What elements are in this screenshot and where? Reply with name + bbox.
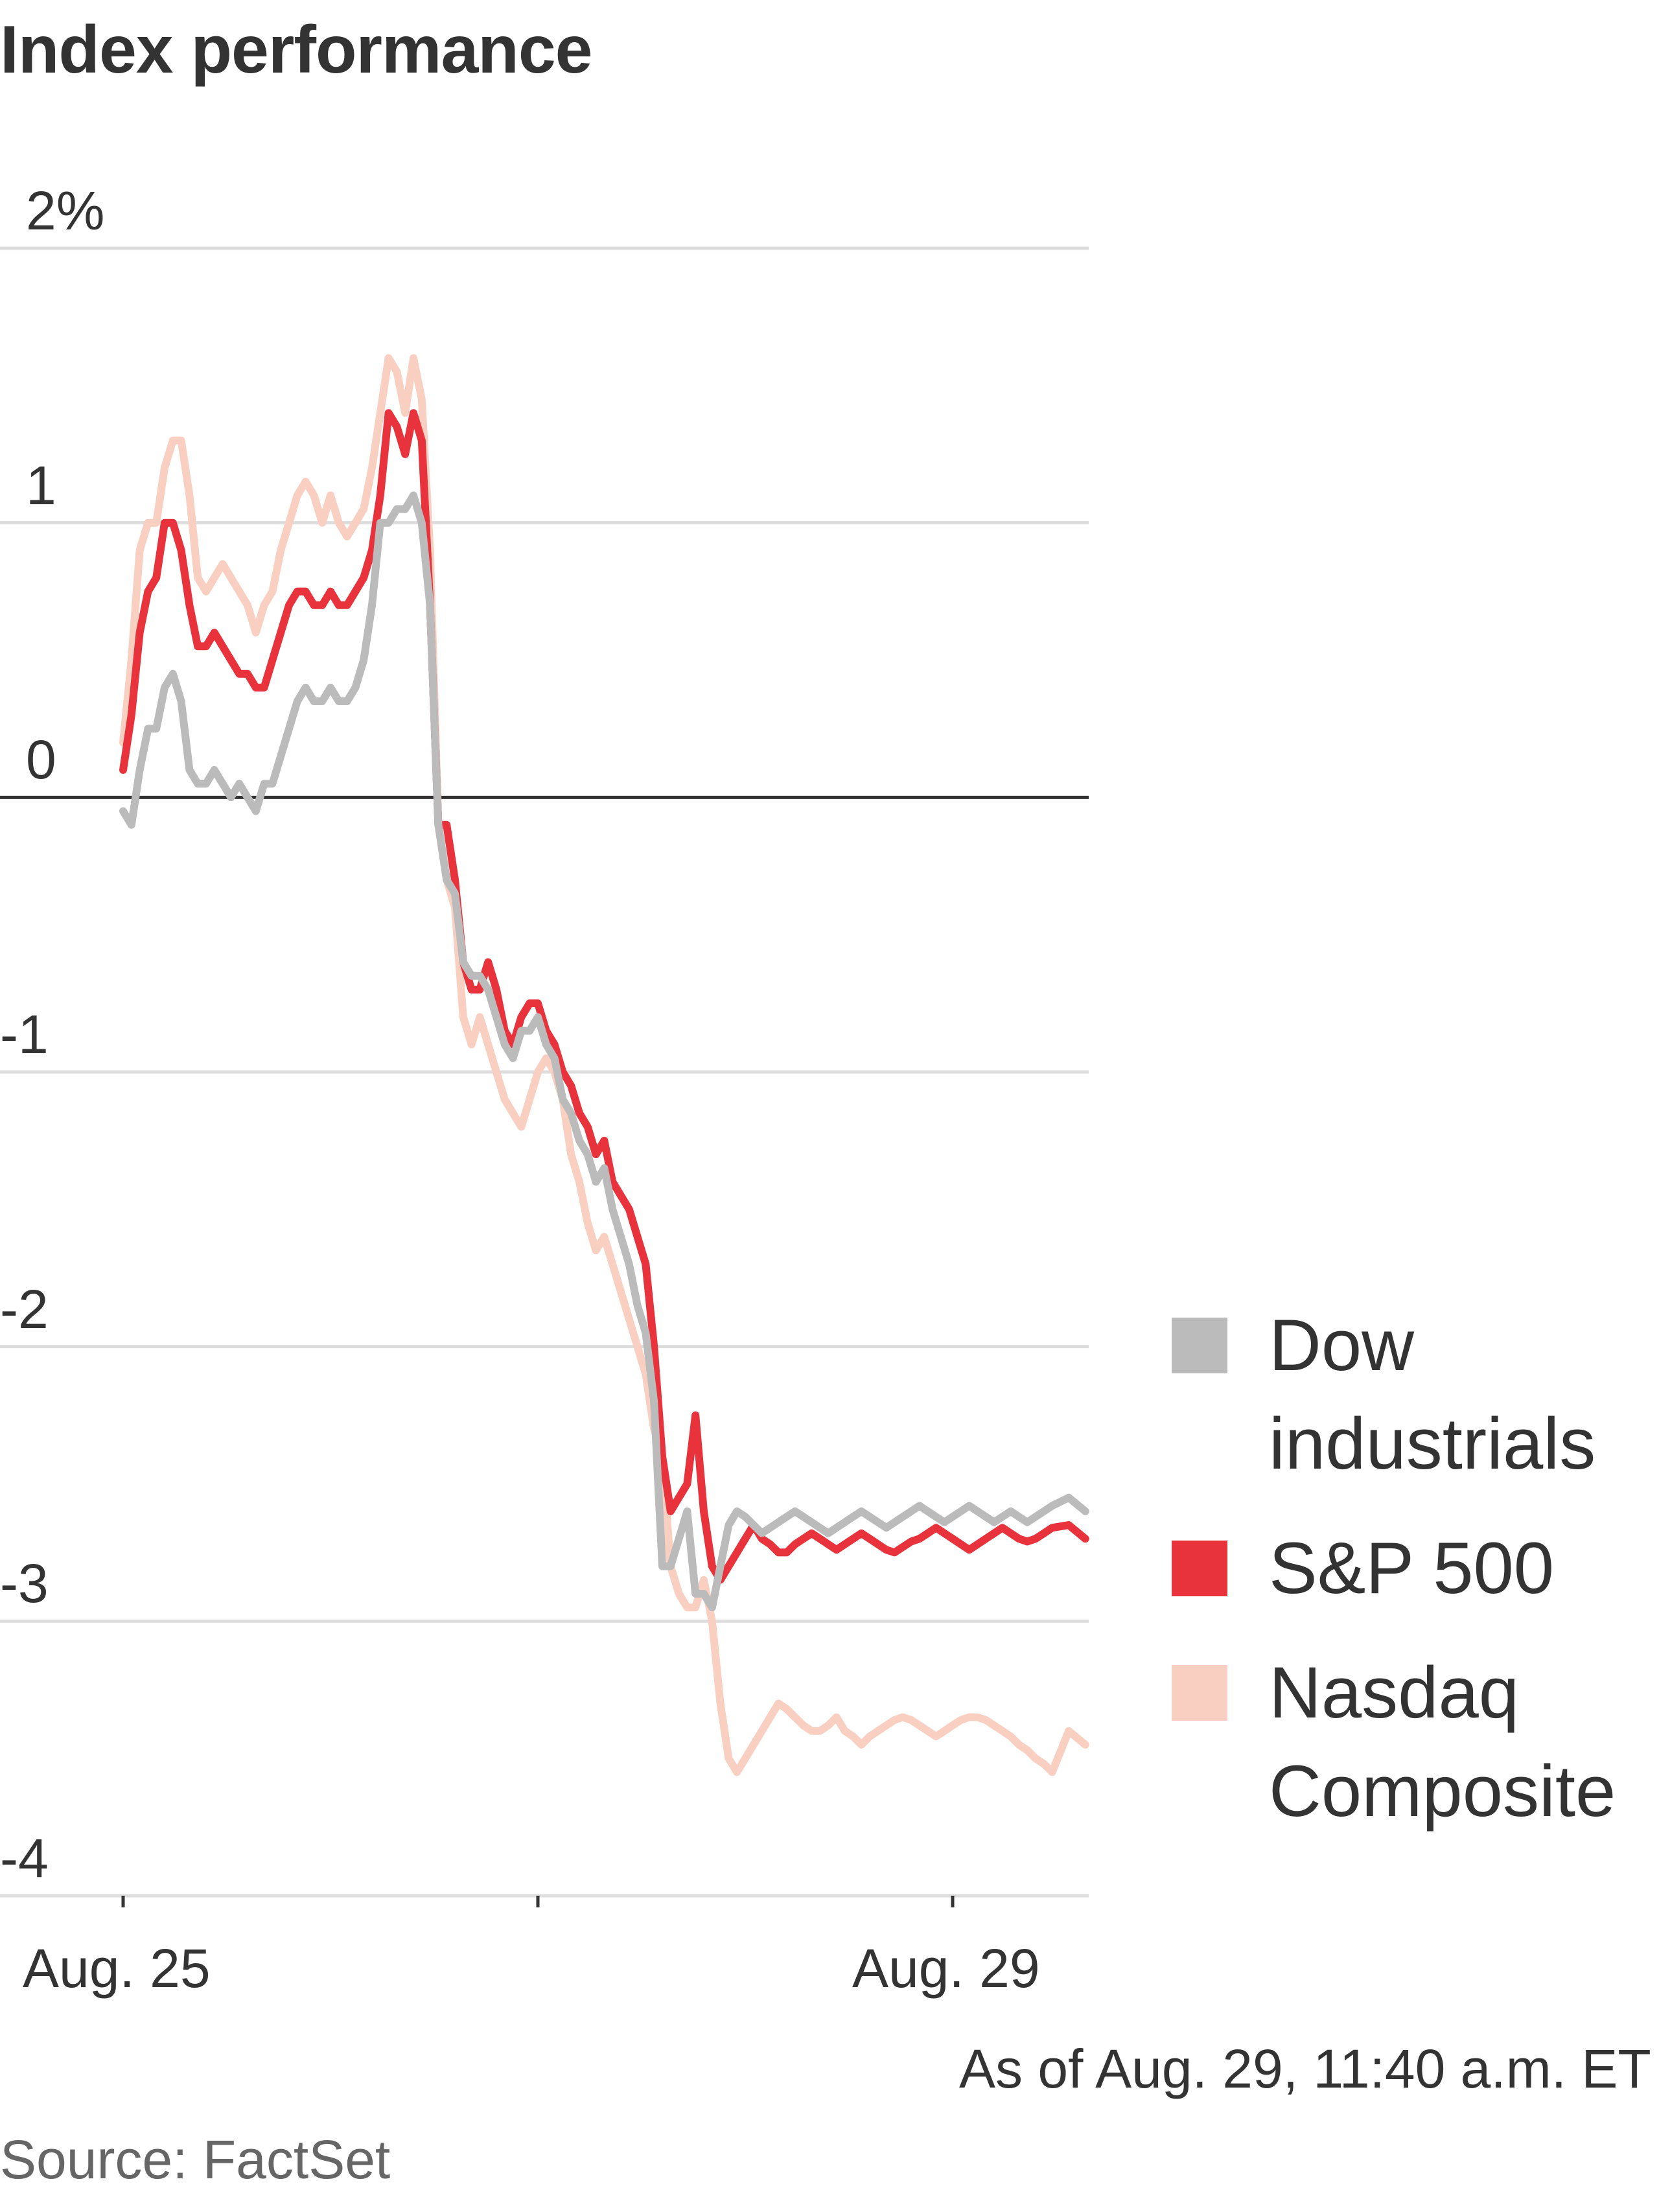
grid-lines: [0, 246, 1089, 1898]
legend-label-nasdaq: Nasdaq Composite: [1269, 1652, 1616, 1832]
series-line-s-p-500: [119, 409, 1089, 1584]
series-line-dow-industrials: [119, 491, 1089, 1612]
legend-label-sp500: S&P 500: [1269, 1528, 1555, 1609]
y-tick-label: 1: [26, 454, 56, 516]
y-tick-label: -2: [0, 1278, 49, 1340]
legend-item-sp500: S&P 500: [1172, 1519, 1658, 1618]
x-tick-label-aug25: Aug. 25: [23, 1938, 211, 1999]
y-tick-label: -3: [0, 1553, 49, 1614]
legend: Dow industrials S&P 500 Nasdaq Composite: [1172, 1296, 1658, 1867]
legend-item-dow: Dow industrials: [1172, 1296, 1658, 1493]
legend-item-nasdaq: Nasdaq Composite: [1172, 1644, 1658, 1841]
y-tick-label: -4: [0, 1828, 49, 1889]
legend-swatch-sp500: [1172, 1541, 1227, 1596]
timestamp-note: As of Aug. 29, 11:40 a.m. ET: [959, 2038, 1651, 2099]
legend-swatch-nasdaq: [1172, 1665, 1227, 1721]
y-tick-label: 2%: [26, 180, 105, 241]
source-note: Source: FactSet: [0, 2129, 391, 2190]
x-tick-label-aug29: Aug. 29: [852, 1938, 1040, 1999]
legend-label-dow: Dow industrials: [1269, 1305, 1596, 1484]
series-lines: [119, 354, 1089, 1776]
y-tick-label: -1: [0, 1004, 49, 1065]
series-line-nasdaq-composite: [119, 354, 1089, 1776]
legend-swatch-dow: [1172, 1318, 1227, 1373]
y-tick-label: 0: [26, 729, 56, 791]
chart-title: Index performance: [0, 12, 593, 87]
x-tick-marks: [121, 1896, 955, 1907]
